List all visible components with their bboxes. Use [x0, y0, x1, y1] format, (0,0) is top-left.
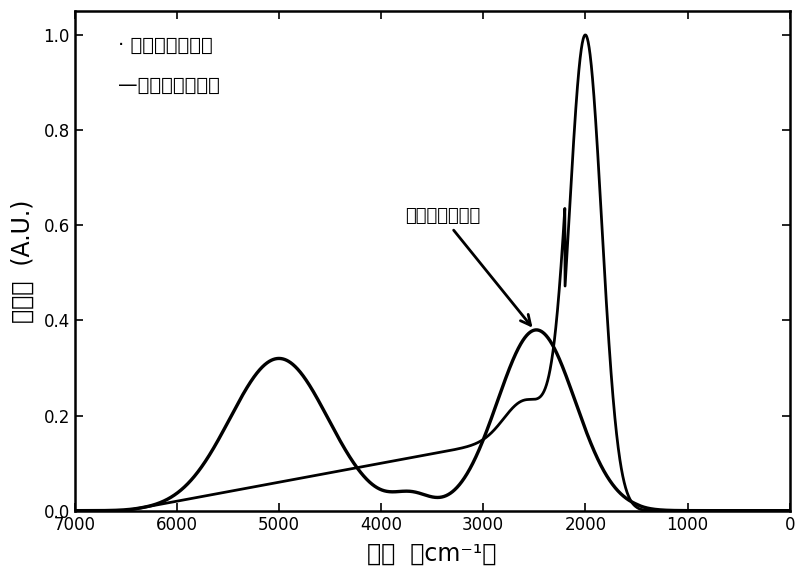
- Text: —无干涉增强结构: —无干涉增强结构: [118, 76, 219, 95]
- Y-axis label: 光电流  (A.U.): 光电流 (A.U.): [11, 199, 35, 323]
- Text: 有干涉增强结构: 有干涉增强结构: [405, 207, 530, 325]
- Text: · 有干涉增强结构: · 有干涉增强结构: [118, 36, 212, 55]
- X-axis label: 波数  （cm⁻¹）: 波数 （cm⁻¹）: [368, 542, 496, 566]
